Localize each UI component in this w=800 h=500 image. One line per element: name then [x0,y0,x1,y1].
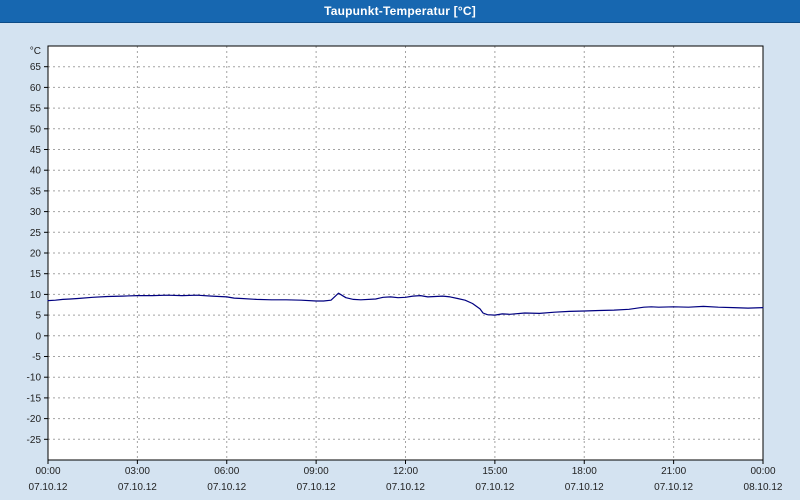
svg-text:-5: -5 [32,352,41,363]
svg-text:10: 10 [30,290,42,301]
svg-text:35: 35 [30,186,42,197]
svg-text:09:00: 09:00 [304,466,329,477]
svg-text:03:00: 03:00 [125,466,150,477]
svg-text:00:00: 00:00 [35,466,60,477]
svg-text:-20: -20 [27,414,42,425]
window-titlebar: Taupunkt-Temperatur [°C] [0,0,800,23]
svg-text:65: 65 [30,62,42,73]
svg-text:-15: -15 [27,393,42,404]
svg-text:07.10.12: 07.10.12 [297,482,336,493]
svg-text:07.10.12: 07.10.12 [386,482,425,493]
svg-text:00:00: 00:00 [750,466,775,477]
svg-text:50: 50 [30,124,42,135]
svg-text:°C: °C [30,46,41,57]
svg-text:15: 15 [30,269,42,280]
svg-text:25: 25 [30,228,42,239]
svg-text:07.10.12: 07.10.12 [654,482,693,493]
svg-text:40: 40 [30,166,42,177]
svg-text:08.10.12: 08.10.12 [744,482,783,493]
svg-text:07.10.12: 07.10.12 [475,482,514,493]
svg-text:-10: -10 [27,373,42,384]
svg-text:-25: -25 [27,435,42,446]
svg-text:5: 5 [35,311,41,322]
svg-text:18:00: 18:00 [572,466,597,477]
svg-text:21:00: 21:00 [661,466,686,477]
svg-text:07.10.12: 07.10.12 [29,482,68,493]
svg-text:07.10.12: 07.10.12 [207,482,246,493]
svg-text:07.10.12: 07.10.12 [118,482,157,493]
svg-text:15:00: 15:00 [482,466,507,477]
svg-text:0: 0 [35,331,41,342]
svg-text:07.10.12: 07.10.12 [565,482,604,493]
window-title: Taupunkt-Temperatur [°C] [324,4,476,18]
svg-text:20: 20 [30,249,42,260]
svg-text:55: 55 [30,104,42,115]
svg-text:06:00: 06:00 [214,466,239,477]
svg-text:12:00: 12:00 [393,466,418,477]
chart-area: -25 -20 -15 -10 -5 0 5 10 15 20 25 30 35 40 45 50 55 60 65… [0,22,800,500]
line-chart: -25 -20 -15 -10 -5 0 5 10 15 20 25 30 35 40 45 50 55 60 65… [27,45,783,493]
svg-text:30: 30 [30,207,42,218]
svg-text:45: 45 [30,145,42,156]
svg-text:60: 60 [30,83,42,94]
